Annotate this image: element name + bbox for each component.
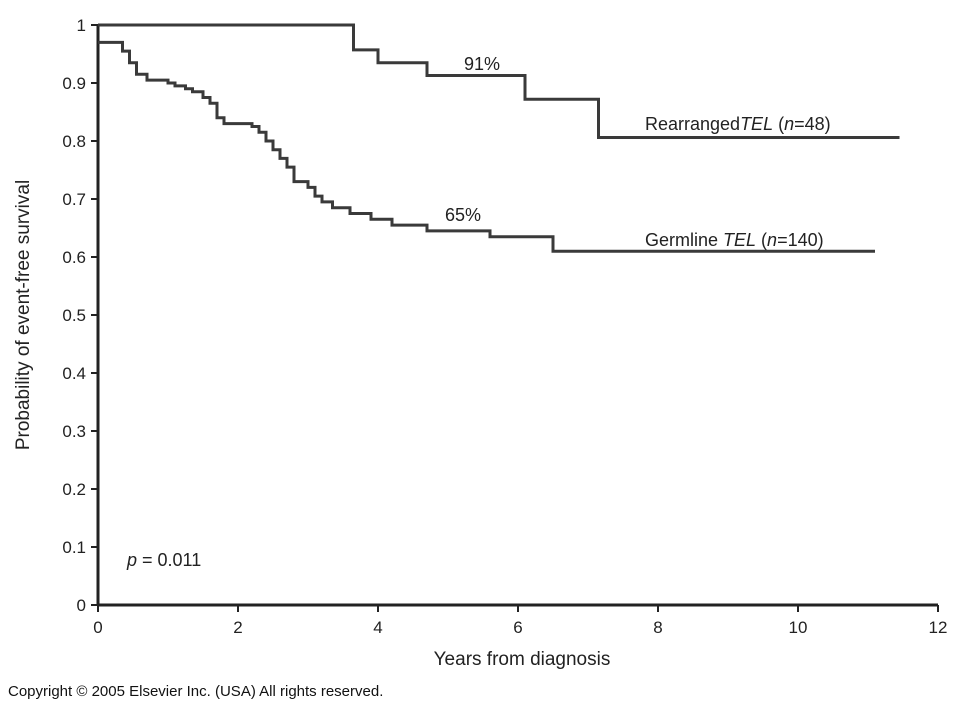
germline-percent-label: 65% — [445, 205, 481, 225]
rearranged-percent-label: 91% — [464, 54, 500, 74]
y-tick-label: 0.5 — [62, 306, 86, 325]
germline-series-label: Germline TEL (n=140) — [645, 230, 824, 250]
y-tick-label: 1 — [77, 16, 86, 35]
y-tick-label: 0.8 — [62, 132, 86, 151]
x-tick-label: 4 — [373, 618, 382, 637]
p-value-annotation: p = 0.011 — [126, 550, 201, 570]
y-tick-label: 0.9 — [62, 74, 86, 93]
x-tick-label: 6 — [513, 618, 522, 637]
y-tick-label: 0.3 — [62, 422, 86, 441]
y-tick-label: 0.1 — [62, 538, 86, 557]
series-lines — [98, 23, 900, 253]
y-axis-ticks: 0 0.1 0.2 0.3 0.4 0.5 0.6 0.7 0.8 0.9 1 — [62, 16, 98, 615]
y-tick-label: 0.2 — [62, 480, 86, 499]
rearranged-tel-line — [98, 23, 900, 139]
rearranged-series-label: RearrangedTEL (n=48) — [645, 114, 831, 134]
germline-tel-line — [98, 40, 875, 253]
y-tick-label: 0.7 — [62, 190, 86, 209]
y-tick-label: 0.6 — [62, 248, 86, 267]
copyright-notice: Copyright © 2005 Elsevier Inc. (USA) All… — [8, 683, 384, 700]
plot-area: 00.10.20.30.40.50.60.70.80.91 0 2 4 6 8 10 12 … — [62, 16, 947, 637]
x-axis-title: Years from diagnosis — [434, 649, 611, 670]
x-tick-label: 8 — [653, 618, 662, 637]
y-tick-label: 0 — [77, 596, 86, 615]
x-axis-ticks: 0 2 4 6 8 10 12 — [93, 605, 947, 637]
x-tick-label: 0 — [93, 618, 102, 637]
x-tick-label: 2 — [233, 618, 242, 637]
y-tick-label: 0.4 — [62, 364, 86, 383]
x-tick-label: 12 — [929, 618, 948, 637]
y-axis-title: Probability of event-free survival — [13, 180, 34, 450]
x-tick-label: 10 — [789, 618, 808, 637]
survival-chart: 00.10.20.30.40.50.60.70.80.91 0 2 4 6 8 10 12 … — [13, 16, 947, 670]
